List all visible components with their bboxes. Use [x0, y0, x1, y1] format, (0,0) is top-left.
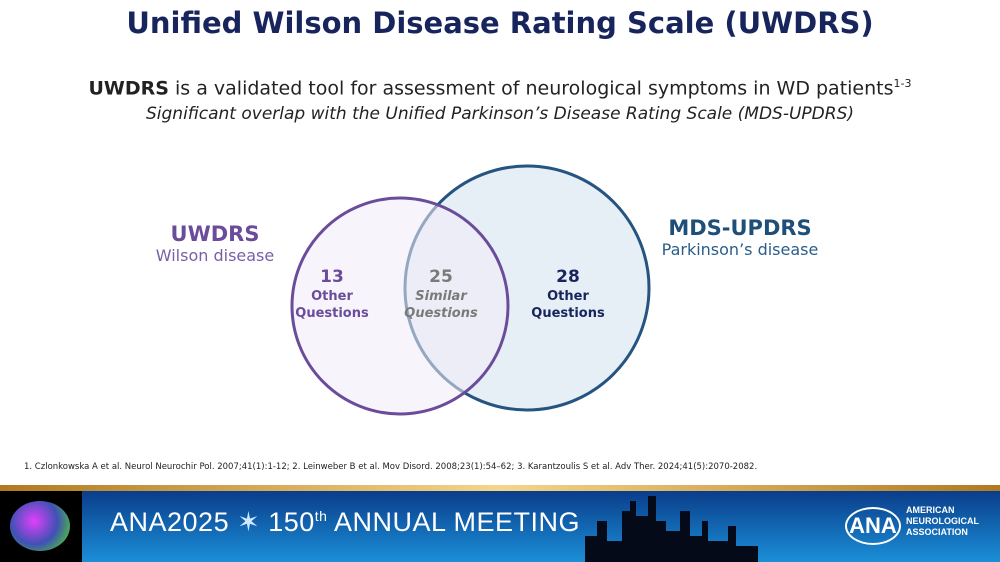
right-l2: Questions — [531, 306, 605, 321]
meeting-year: ANA2025 — [110, 507, 230, 537]
org-line: NEUROLOGICAL — [906, 516, 979, 526]
subtitle-text: is a validated tool for assessment of ne… — [168, 77, 894, 100]
meeting-name: ANNUAL MEETING — [327, 507, 581, 537]
subtitle-2: Significant overlap with the Unified Par… — [145, 104, 854, 124]
overlap-l2: Questions — [404, 306, 478, 321]
left-l2: Questions — [295, 306, 369, 321]
right-set-desc: Parkinson’s disease — [661, 240, 819, 259]
skyline-icon — [585, 496, 758, 562]
star-icon: ✶ — [229, 507, 261, 537]
org-name: AMERICAN NEUROLOGICAL ASSOCIATION — [906, 505, 979, 538]
meeting-num: 150 — [260, 507, 315, 537]
ana-logo: ANA — [845, 507, 901, 545]
right-count: 28 — [556, 267, 580, 287]
org-line: ASSOCIATION — [906, 527, 968, 537]
right-set-label: MDS-UPDRS Parkinson’s disease — [640, 216, 840, 259]
right-l1: Other — [547, 289, 589, 304]
references: 1. Czlonkowska A et al. Neurol Neurochir… — [24, 462, 758, 472]
overlap-l1: Similar — [415, 289, 467, 304]
overlap-count: 25 — [429, 267, 453, 287]
right-only-label: 28 Other Questions — [522, 266, 614, 322]
footer-banner: ANA2025 ✶ 150th ANNUAL MEETING ANA AMERI… — [0, 491, 1000, 562]
left-circle — [290, 196, 510, 416]
subtitle: UWDRS is a validated tool for assessment… — [0, 77, 1000, 99]
right-set-name: MDS-UPDRS — [668, 216, 812, 240]
org-line: AMERICAN — [906, 505, 955, 515]
left-l1: Other — [311, 289, 353, 304]
subtitle-bold: UWDRS — [88, 77, 169, 100]
subtitle-sup: 1-3 — [893, 77, 912, 90]
brain-panel — [0, 491, 82, 562]
left-set-name: UWDRS — [170, 222, 260, 246]
left-only-label: 13 Other Questions — [286, 266, 378, 322]
meeting-title: ANA2025 ✶ 150th ANNUAL MEETING — [110, 507, 580, 538]
page-title: Unified Wilson Disease Rating Scale (UWD… — [126, 6, 874, 40]
overlap-label: 25 Similar Questions — [395, 266, 487, 322]
left-set-label: UWDRS Wilson disease — [130, 222, 300, 265]
gold-divider — [0, 485, 1000, 491]
meeting-sup: th — [314, 508, 328, 524]
left-set-desc: Wilson disease — [155, 246, 275, 265]
brain-icon — [10, 501, 70, 551]
left-count: 13 — [320, 267, 344, 287]
